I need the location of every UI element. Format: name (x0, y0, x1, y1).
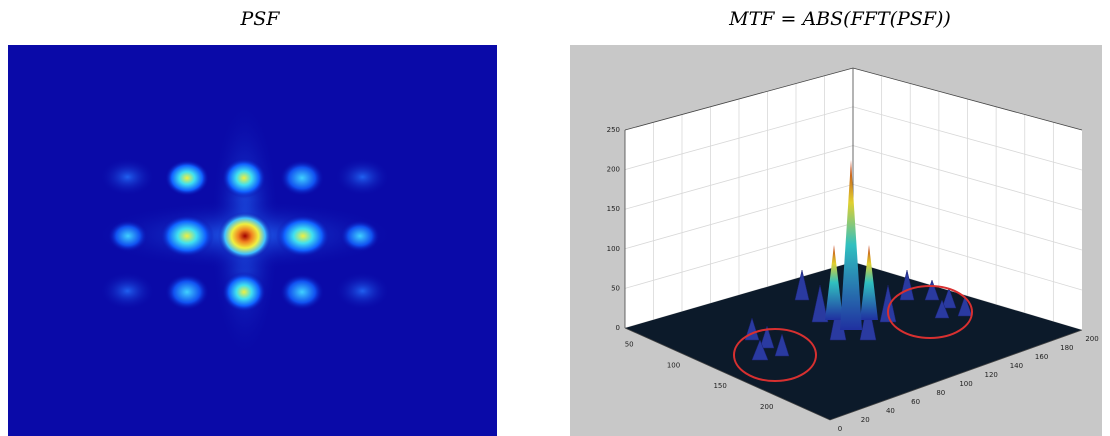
x-tick-label: 80 (936, 389, 945, 397)
panel-title: PSF (240, 8, 281, 30)
x-tick-label: 60 (911, 398, 920, 406)
y-tick-label: 50 (625, 340, 634, 348)
x-tick-label: 120 (985, 371, 998, 379)
z-tick-label: 200 (607, 166, 620, 174)
z-tick-label: 0 (616, 324, 620, 332)
y-tick-label: 200 (760, 403, 773, 411)
figure: PSF MTF = ABS(FFT(PSF)) (0, 0, 1110, 436)
psf-image (8, 45, 497, 436)
z-tick-label: 250 (607, 126, 620, 134)
x-tick-label: 20 (861, 416, 870, 424)
x-tick-label: 0 (838, 425, 842, 433)
x-tick-label: 40 (886, 407, 895, 415)
mtf-plot: 0 50 100 150 200 250 50 100 150 200 0 20 40 60 80 100 12… (570, 45, 1102, 436)
z-tick-label: 50 (611, 284, 620, 292)
y-tick-label: 150 (713, 382, 726, 390)
z-tick-label: 100 (607, 245, 620, 253)
x-tick-label: 180 (1060, 344, 1073, 352)
x-tick-label: 140 (1010, 362, 1023, 370)
x-tick-label: 100 (959, 380, 972, 388)
panel-title: MTF = ABS(FFT(PSF)) (728, 8, 951, 30)
x-tick-label: 200 (1085, 335, 1098, 343)
y-tick-label: 100 (667, 361, 680, 369)
x-tick-label: 160 (1035, 353, 1048, 361)
z-tick-label: 150 (607, 205, 620, 213)
